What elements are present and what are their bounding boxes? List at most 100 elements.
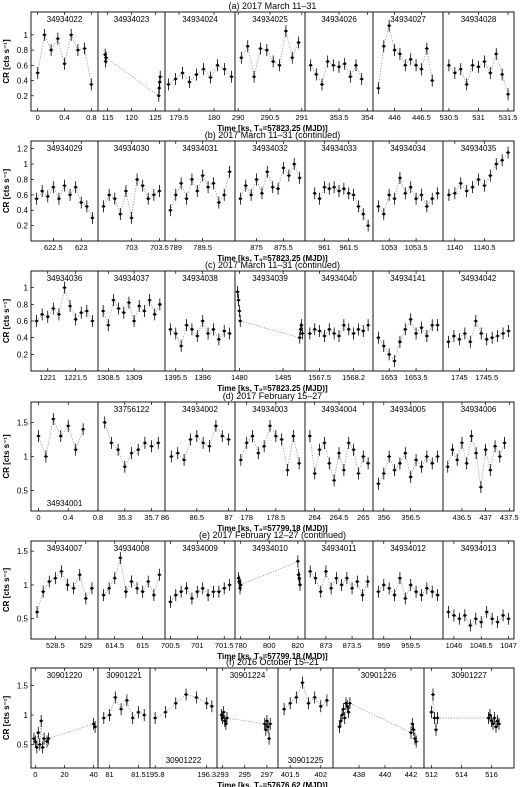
data-point [313, 191, 317, 195]
segment: 34934024 179.5 180 [166, 12, 234, 122]
data-point [447, 63, 451, 67]
y-tick-label: 0.4 [17, 77, 29, 86]
series-line [448, 319, 509, 343]
data-point [343, 716, 347, 720]
data-point [60, 570, 63, 573]
data-point [409, 731, 413, 735]
data-point [425, 334, 429, 338]
data-point [376, 86, 380, 90]
data-point [387, 24, 391, 28]
x-tick-label: 81.5 [131, 770, 146, 779]
x-tick-label: 264.5 [330, 513, 349, 522]
x-tick-label: 703 [125, 243, 138, 252]
data-point [44, 455, 48, 458]
data-point [107, 193, 111, 197]
data-point [130, 580, 133, 583]
data-point [33, 740, 37, 743]
data-point [488, 713, 492, 717]
data-point [195, 334, 199, 338]
data-point [403, 63, 407, 67]
data-point [41, 590, 45, 594]
data-point [347, 441, 351, 445]
data-point [223, 67, 226, 71]
data-point [268, 722, 272, 726]
data-point [488, 468, 492, 472]
data-point [92, 722, 96, 726]
data-point [430, 197, 434, 201]
data-point [393, 468, 396, 472]
panel: (b) 2017 March 11–31 (continued) 0.2 0.4 0.… [2, 130, 515, 263]
data-point [298, 176, 302, 180]
data-point [185, 586, 188, 590]
data-point [122, 311, 126, 315]
data-point [342, 468, 346, 472]
data-point [221, 716, 224, 720]
data-point [460, 441, 464, 445]
data-point [110, 441, 113, 445]
data-point [262, 444, 266, 448]
data-point [470, 434, 473, 438]
x-tick-label: 86.5 [190, 513, 205, 522]
data-point [41, 746, 45, 749]
data-point [447, 193, 451, 197]
x-tick-label: 264 [308, 513, 321, 522]
data-point [301, 681, 304, 685]
x-tick-label: 115 [102, 113, 114, 122]
segment: 34934042 1745 1745.5 [446, 271, 511, 382]
series-line [314, 186, 369, 226]
data-point [483, 60, 486, 63]
data-point [474, 451, 478, 455]
data-point [74, 317, 78, 321]
obs-id-label: 34934022 [47, 15, 83, 24]
data-point [74, 448, 78, 452]
x-tick-label: 0.8 [93, 513, 103, 522]
x-tick-label: 401.5 [281, 770, 300, 779]
data-point [484, 448, 487, 452]
segment: 34934039 1480 1485 [231, 271, 305, 382]
data-point [206, 185, 210, 189]
data-point [332, 185, 336, 189]
data-point [393, 593, 396, 597]
data-point [214, 424, 218, 428]
obs-id-label: 34934038 [182, 274, 218, 283]
data-point [195, 189, 199, 193]
segment: 34934009 700.5 701 701.5 [161, 541, 234, 650]
data-point [436, 191, 440, 195]
data-point [217, 590, 221, 594]
data-point [268, 424, 272, 428]
x-tick-label: 1046 [446, 641, 463, 650]
y-tick-label: 0.2 [17, 92, 29, 101]
data-point [479, 620, 483, 624]
data-point [112, 298, 115, 302]
x-tick-label: 961.5 [339, 243, 358, 252]
data-point [212, 590, 215, 594]
data-point [190, 327, 194, 331]
y-tick-label: 1.5 [17, 418, 29, 427]
segment: 30901226 438 440 442 [337, 668, 419, 779]
series-line [221, 712, 271, 739]
data-point [79, 311, 83, 315]
x-tick-label: 1308.5 [97, 373, 120, 382]
data-point [37, 434, 40, 438]
data-point [125, 698, 129, 702]
data-point [347, 191, 351, 195]
data-point [36, 731, 40, 735]
x-tick-label: 873 [320, 641, 333, 650]
data-point [323, 185, 326, 189]
data-point [329, 586, 333, 590]
series-line [155, 694, 212, 719]
x-tick-label: 1653.5 [405, 373, 428, 382]
obs-id-label: 34934031 [182, 144, 218, 153]
data-point [35, 197, 38, 201]
series-line [241, 30, 299, 77]
data-point [208, 444, 211, 448]
segment: 30901224 293 295 297 [216, 668, 273, 779]
x-tick-label: 959.5 [401, 641, 420, 650]
data-point [209, 76, 212, 79]
data-point [313, 327, 317, 331]
data-point [157, 86, 161, 90]
x-axis-label: Time [ks, T₀=57823.25 (MJD)] [217, 384, 328, 393]
data-point [297, 576, 301, 580]
series-line [168, 64, 232, 85]
data-point [190, 178, 194, 181]
